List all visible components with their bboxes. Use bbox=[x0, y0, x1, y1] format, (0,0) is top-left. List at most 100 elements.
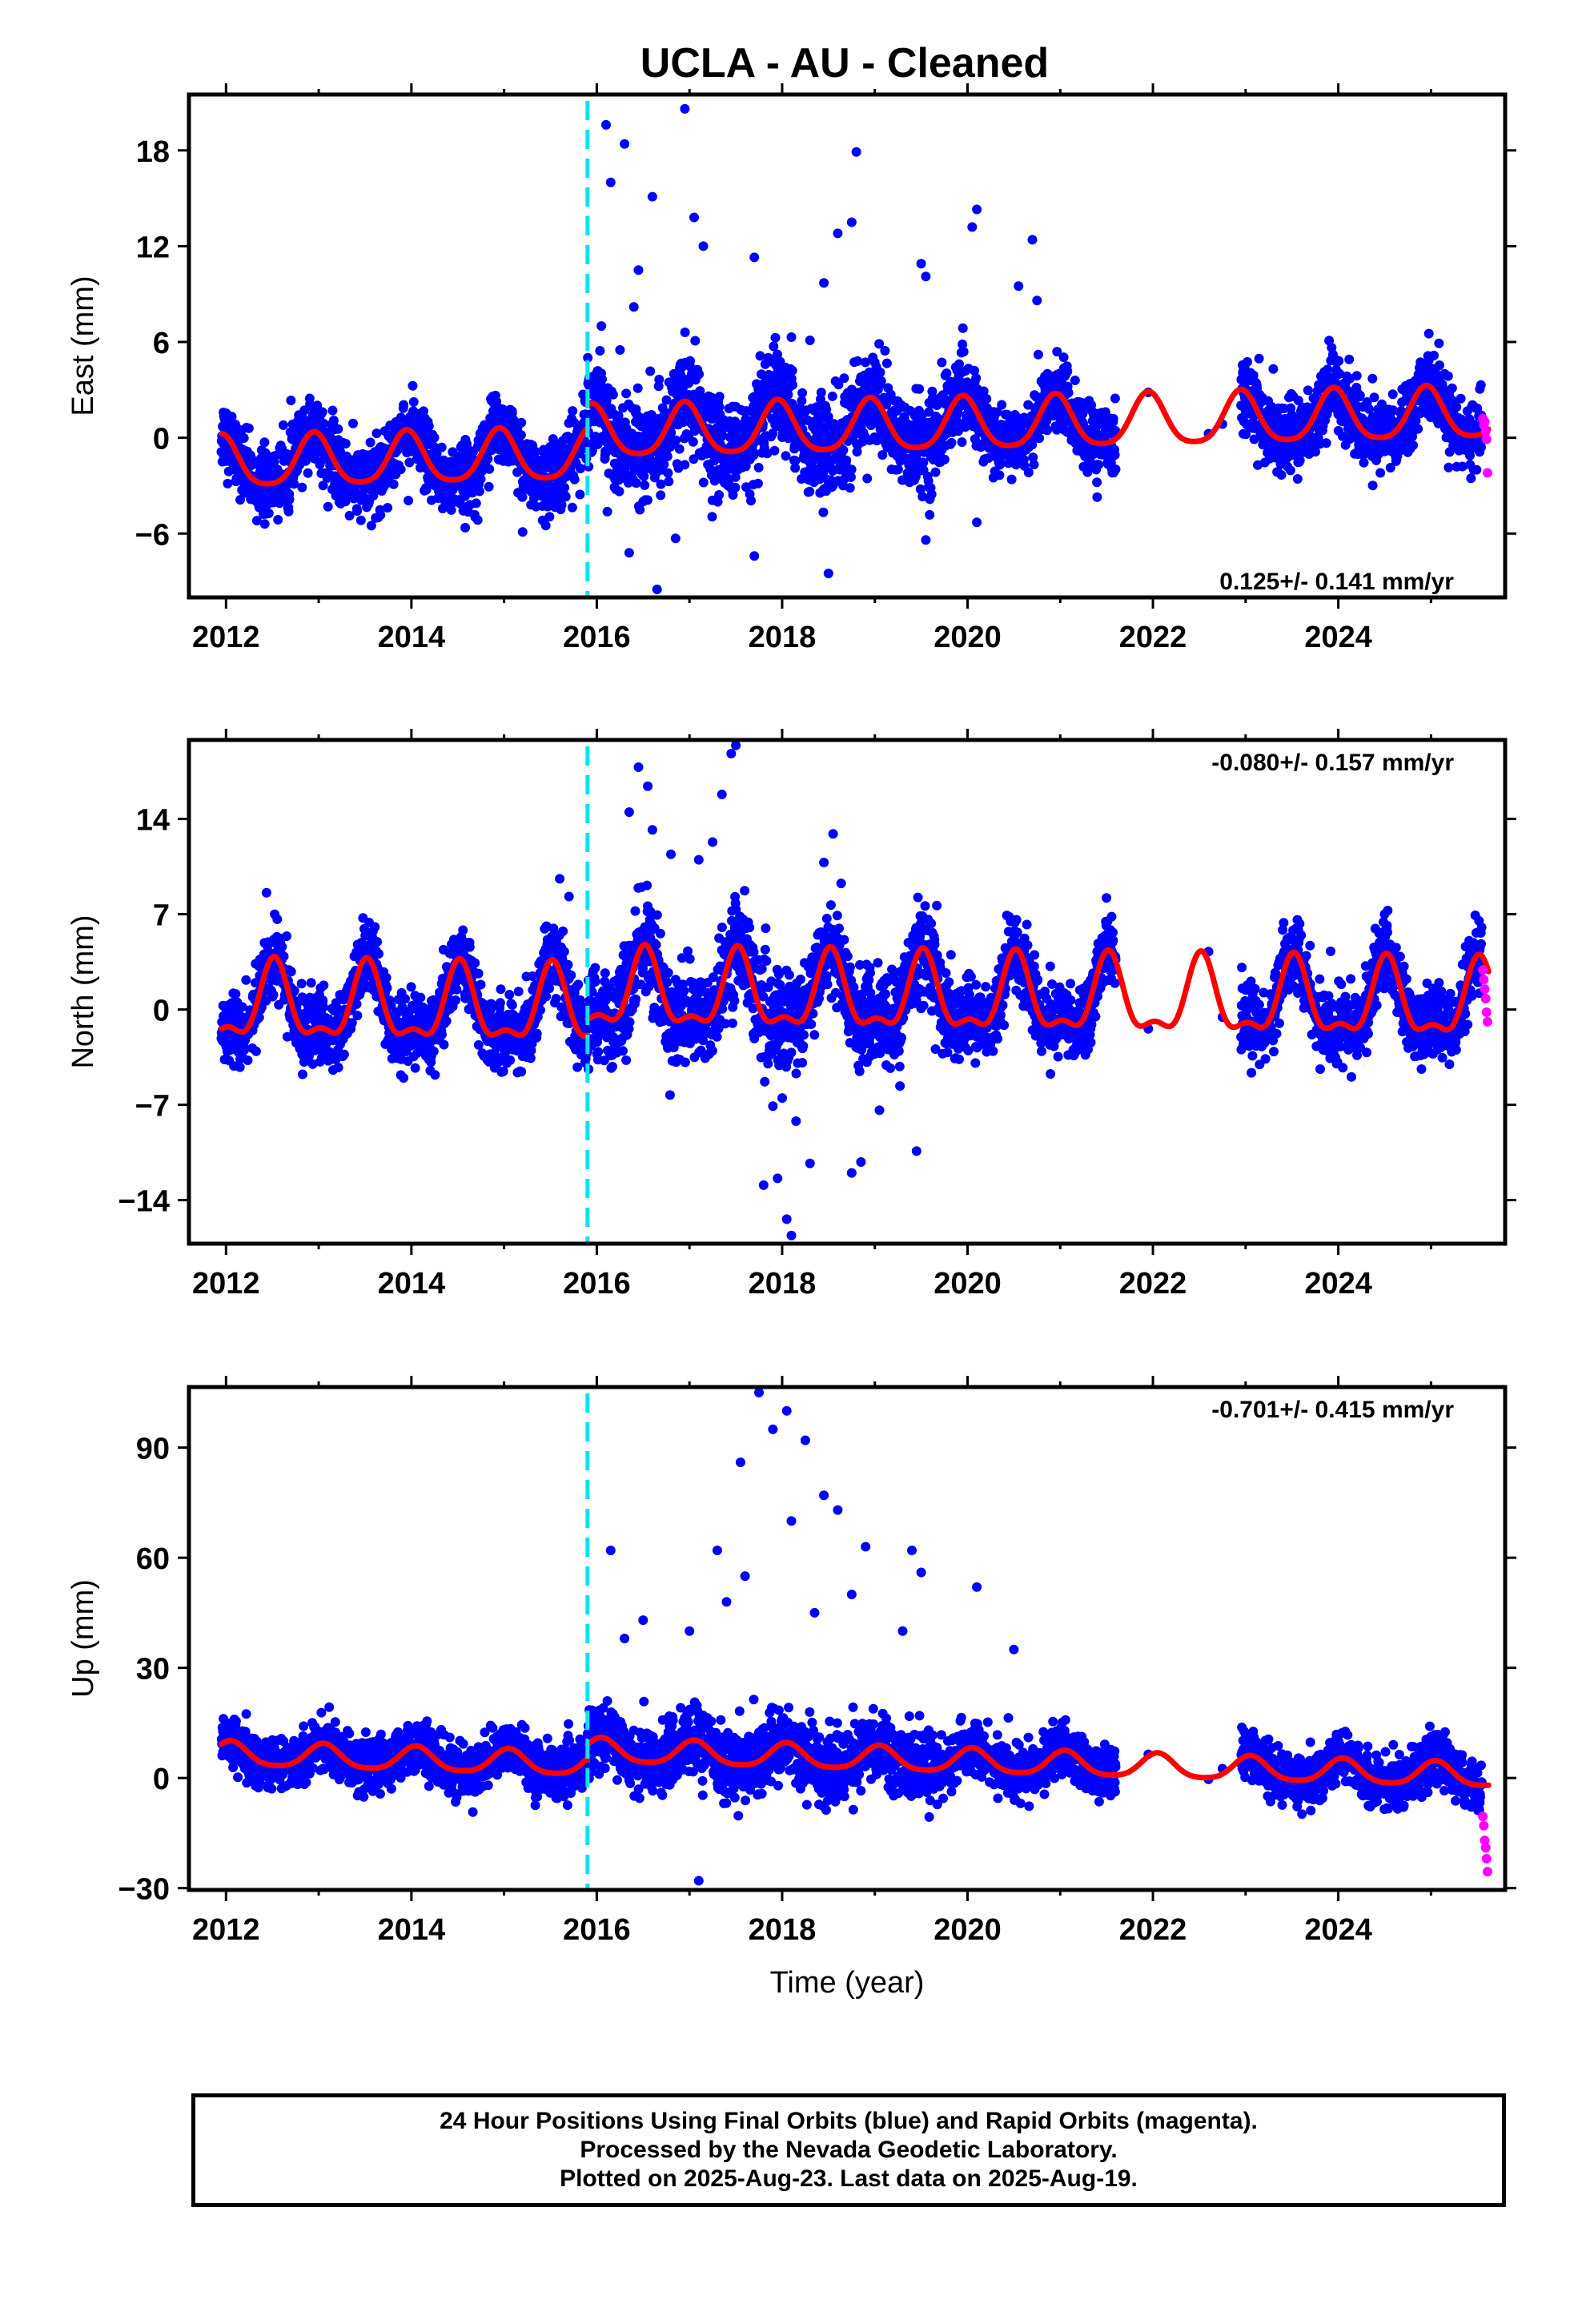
east-daily-point bbox=[243, 423, 254, 433]
east-daily-point bbox=[1285, 465, 1295, 476]
north-daily-point bbox=[370, 922, 380, 932]
east-outlier-point bbox=[633, 265, 644, 275]
east-daily-point bbox=[631, 478, 641, 489]
north-daily-point bbox=[333, 1063, 343, 1072]
east-daily-point bbox=[707, 512, 717, 522]
north-daily-point bbox=[239, 1045, 249, 1055]
east-daily-point bbox=[1367, 480, 1378, 491]
east-daily-point bbox=[286, 396, 296, 405]
east-daily-point bbox=[424, 421, 434, 432]
east-daily-point bbox=[1443, 462, 1454, 472]
east-daily-point bbox=[946, 437, 957, 448]
east-daily-point bbox=[419, 406, 429, 416]
east-outlier-point bbox=[680, 103, 690, 114]
east-daily-point bbox=[1110, 464, 1121, 474]
east-daily-point bbox=[437, 504, 448, 513]
east-daily-point bbox=[753, 462, 764, 472]
east-daily-point bbox=[690, 336, 701, 346]
east-daily-point bbox=[926, 489, 937, 500]
east-daily-point bbox=[664, 476, 674, 487]
east-outlier-point bbox=[823, 569, 833, 579]
east-y-tick-label: 18 bbox=[136, 135, 170, 169]
east-daily-point bbox=[333, 424, 343, 434]
east-daily-point bbox=[1351, 371, 1362, 381]
east-daily-point bbox=[839, 373, 849, 384]
east-daily-point bbox=[317, 407, 327, 417]
north-daily-point bbox=[231, 989, 241, 999]
east-daily-point bbox=[289, 479, 299, 489]
east-daily-point bbox=[1243, 356, 1252, 367]
north-daily-point bbox=[306, 978, 316, 988]
east-outlier-point bbox=[851, 147, 861, 157]
east-y-tick-label: 0 bbox=[153, 423, 170, 456]
east-daily-point bbox=[223, 478, 233, 489]
east-daily-point bbox=[312, 400, 323, 411]
east-outlier-point bbox=[652, 585, 662, 594]
east-daily-point bbox=[816, 388, 826, 398]
east-daily-point bbox=[818, 507, 829, 517]
east-daily-point bbox=[749, 450, 759, 460]
east-outlier-point bbox=[846, 217, 857, 227]
east-daily-point bbox=[698, 477, 709, 488]
east-outlier-point bbox=[921, 535, 931, 545]
east-outlier-point bbox=[670, 533, 681, 544]
east-daily-point bbox=[982, 394, 992, 404]
east-outlier-point bbox=[698, 241, 709, 251]
east-daily-point bbox=[781, 451, 791, 461]
north-daily-point bbox=[400, 994, 410, 1004]
east-daily-point bbox=[446, 505, 456, 515]
east-daily-point bbox=[797, 388, 808, 398]
east-daily-point bbox=[875, 368, 885, 377]
north-daily-point bbox=[382, 983, 392, 993]
east-daily-point bbox=[730, 482, 741, 493]
east-outlier-point bbox=[921, 271, 931, 282]
north-daily-point bbox=[410, 1063, 420, 1073]
east-outlier-point bbox=[605, 177, 616, 187]
east-daily-point bbox=[1408, 440, 1418, 450]
north-daily-point bbox=[241, 975, 251, 985]
north-daily-point bbox=[428, 1046, 439, 1056]
east-daily-point bbox=[328, 416, 339, 425]
north-daily-point bbox=[430, 1070, 440, 1080]
east-daily-point bbox=[1323, 364, 1333, 375]
east-daily-point bbox=[1359, 457, 1369, 468]
east-daily-point bbox=[971, 373, 982, 384]
east-daily-point bbox=[1110, 450, 1120, 460]
east-daily-point bbox=[1413, 424, 1423, 434]
east-daily-point bbox=[880, 346, 890, 356]
east-outlier-point bbox=[749, 252, 760, 263]
east-daily-point bbox=[297, 482, 307, 493]
east-daily-point bbox=[576, 464, 585, 473]
east-x-tick-label: 2012 bbox=[192, 621, 260, 654]
east-outlier-point bbox=[967, 222, 978, 232]
north-daily-point bbox=[251, 1046, 261, 1056]
east-daily-point bbox=[1254, 353, 1264, 364]
east-outlier-point bbox=[517, 527, 528, 537]
east-daily-point bbox=[1447, 383, 1457, 393]
east-outlier-point bbox=[628, 302, 639, 312]
east-daily-point bbox=[1321, 438, 1331, 448]
east-daily-point bbox=[1092, 492, 1102, 502]
east-daily-point bbox=[327, 405, 338, 416]
east-outlier-point bbox=[601, 119, 611, 130]
east-daily-point bbox=[790, 456, 801, 466]
east-daily-point bbox=[263, 509, 274, 518]
east-outlier-point bbox=[1014, 281, 1024, 292]
east-daily-point bbox=[805, 486, 815, 497]
east-outlier-point bbox=[1032, 296, 1042, 306]
east-daily-point bbox=[663, 468, 673, 478]
east-daily-point bbox=[997, 400, 1007, 410]
east-outlier-point bbox=[972, 204, 982, 215]
east-y-axis-label: East (mm) bbox=[66, 275, 100, 416]
east-daily-point bbox=[621, 388, 632, 399]
north-daily-point bbox=[437, 1029, 447, 1039]
east-daily-point bbox=[1476, 380, 1486, 390]
east-daily-point bbox=[1062, 366, 1073, 376]
east-daily-point bbox=[914, 384, 925, 394]
east-daily-point bbox=[283, 506, 294, 517]
east-daily-point bbox=[1029, 460, 1039, 470]
east-daily-point bbox=[355, 515, 366, 525]
east-daily-point bbox=[714, 490, 725, 500]
